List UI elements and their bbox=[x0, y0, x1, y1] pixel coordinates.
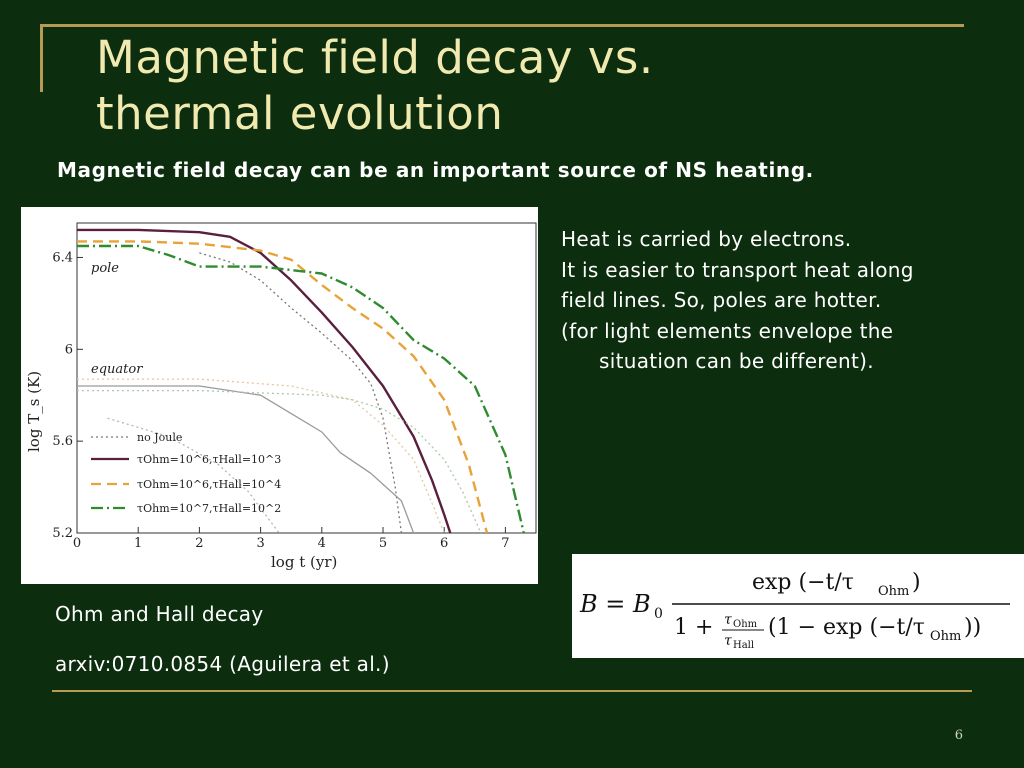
plot-area bbox=[76, 222, 537, 534]
formula-num-close: ) bbox=[912, 570, 921, 595]
x-tick-label: 0 bbox=[73, 536, 81, 551]
legend-label: τOhm=10^6,τHall=10^3 bbox=[137, 453, 281, 466]
y-tick-label: 6.4 bbox=[52, 250, 73, 265]
formula-frac-top: τ bbox=[724, 612, 732, 628]
series-line-equator bbox=[107, 417, 280, 534]
slide-subtitle: Magnetic field decay can be an important… bbox=[57, 158, 814, 182]
note-line-5: situation can be different). bbox=[599, 349, 874, 373]
plot-frame bbox=[76, 222, 537, 534]
formula-frac-bot-sub: Hall bbox=[733, 640, 754, 651]
temperature-chart: 0 1 2 3 4 5 6 7 5.2 5.6 6 6.4 pole equator no Joule… bbox=[25, 222, 537, 571]
series-line-equator bbox=[77, 389, 482, 534]
series-line-pole bbox=[77, 244, 525, 534]
formula-numerator: exp (−t/τ bbox=[752, 570, 854, 595]
series-line-pole bbox=[199, 252, 403, 534]
x-tick-label: 6 bbox=[440, 536, 448, 551]
formula-den-sub: Ohm bbox=[930, 629, 961, 644]
series-line-pole bbox=[77, 228, 452, 534]
title-line-1: Magnetic field decay vs. bbox=[96, 31, 654, 84]
y-axis-label: log T_s (K) bbox=[25, 371, 43, 452]
left-rule bbox=[40, 24, 43, 92]
y-tick-label: 5.6 bbox=[52, 434, 73, 449]
formula-den-b: (1 − exp (−t/τ bbox=[768, 615, 925, 640]
formula-frac-bot: τ bbox=[724, 633, 732, 649]
formula-lhs: B = B bbox=[579, 590, 651, 618]
x-axis-label: log t (yr) bbox=[271, 553, 337, 571]
slide-title: Magnetic field decay vs. thermal evoluti… bbox=[96, 30, 916, 142]
x-tick-label: 2 bbox=[195, 536, 203, 551]
field-decay-formula: B = B 0 exp (−t/τ Ohm ) 1 + τ Ohm τ Hall… bbox=[579, 570, 1010, 651]
top-rule bbox=[40, 24, 964, 27]
series-line-equator bbox=[77, 385, 415, 534]
pole-annotation: pole bbox=[91, 261, 119, 276]
legend-label: no Joule bbox=[137, 431, 182, 444]
note-line-4: (for light elements envelope the bbox=[561, 318, 894, 343]
series-lines bbox=[77, 228, 525, 534]
note-line-2: It is easier to transport heat along bbox=[561, 257, 914, 282]
caption-reference: arxiv:0710.0854 (Aguilera et al.) bbox=[55, 652, 390, 676]
bottom-rule bbox=[52, 690, 972, 692]
series-line-pole bbox=[77, 240, 489, 534]
x-tick-label: 7 bbox=[501, 536, 509, 551]
notes-text: Heat is carried by electrons. It is easi… bbox=[561, 224, 1011, 377]
formula-den-a: 1 + bbox=[674, 615, 713, 640]
formula-den-close: )) bbox=[964, 615, 981, 640]
y-tick-label: 6 bbox=[65, 342, 73, 357]
page-number: 6 bbox=[954, 728, 963, 743]
plot-panel: 0 1 2 3 4 5 6 7 5.2 5.6 6 6.4 pole equator no Joule… bbox=[21, 207, 538, 584]
chart-legend: no Joule τOhm=10^6,τHall=10^3 τOhm=10^6,τH… bbox=[91, 431, 281, 515]
y-tick-label: 5.2 bbox=[52, 526, 73, 541]
x-tick-label: 3 bbox=[256, 536, 264, 551]
legend-label: τOhm=10^6,τHall=10^4 bbox=[137, 478, 281, 491]
x-tick-label: 1 bbox=[134, 536, 142, 551]
formula-frac-top-sub: Ohm bbox=[733, 619, 758, 630]
formula-sub0: 0 bbox=[654, 606, 663, 622]
note-line-1: Heat is carried by electrons. bbox=[561, 227, 852, 251]
legend-label: τOhm=10^7,τHall=10^2 bbox=[137, 502, 281, 515]
x-tick-label: 4 bbox=[318, 536, 326, 551]
formula-box: B = B 0 exp (−t/τ Ohm ) 1 + τ Ohm τ Hall… bbox=[572, 554, 1024, 658]
caption-decay: Ohm and Hall decay bbox=[55, 602, 264, 626]
formula-num-sub: Ohm bbox=[878, 584, 909, 599]
equator-annotation: equator bbox=[91, 362, 143, 377]
note-line-3: field lines. So, poles are hotter. bbox=[561, 288, 882, 312]
x-tick-label: 5 bbox=[379, 536, 387, 551]
title-line-2: thermal evolution bbox=[96, 87, 504, 140]
